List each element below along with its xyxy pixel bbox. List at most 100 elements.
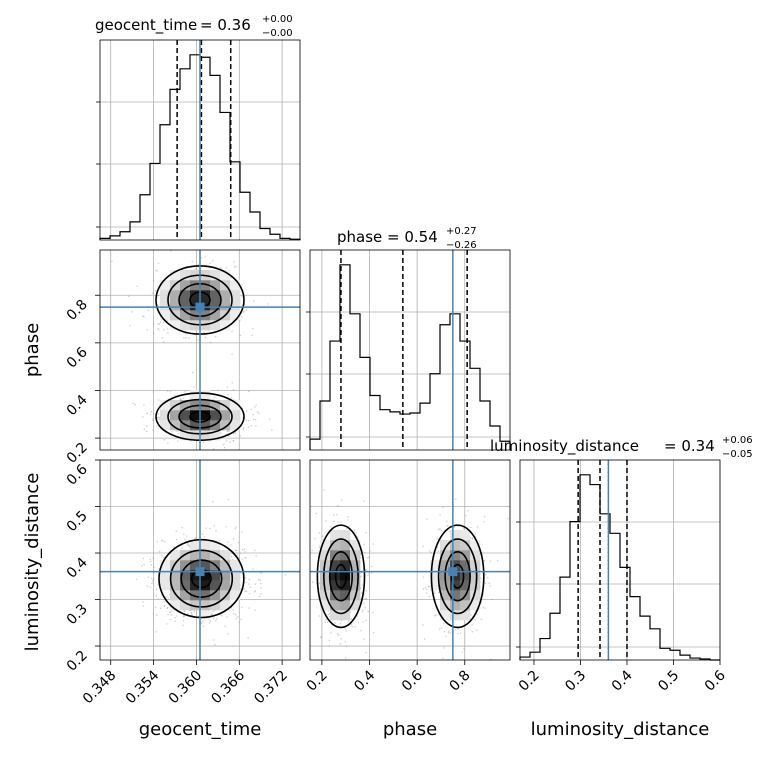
scatter-point (445, 635, 447, 638)
scatter-point (227, 498, 230, 501)
density-cell (160, 280, 171, 291)
scatter-point (200, 622, 203, 625)
scatter-point (438, 592, 440, 594)
scatter-point (166, 623, 168, 625)
density-cell (440, 560, 451, 571)
y-tick-label: 0.3 (64, 601, 91, 628)
scatter-point (484, 582, 487, 585)
scatter-point (338, 634, 340, 636)
histogram-luminosity-distance (519, 474, 720, 661)
scatter-point (187, 542, 189, 545)
scatter-point (365, 590, 368, 592)
title-luminosity-distance-eq: = 0.34 (664, 437, 715, 455)
scatter-point (160, 594, 163, 596)
scatter-point (465, 514, 467, 517)
density-cell (350, 600, 361, 611)
scatter-point (157, 295, 159, 297)
density-cell (340, 540, 351, 551)
scatter-point (440, 529, 442, 532)
scatter-point (255, 404, 257, 406)
scatter-point (163, 604, 166, 607)
pair-panel-luminosity-distance-vs-phase (310, 460, 510, 660)
x-tick-label: 0.3 (562, 668, 589, 695)
density-cell (200, 420, 211, 431)
scatter-point (213, 396, 216, 399)
scatter-point (327, 610, 329, 612)
scatter-point (232, 609, 234, 611)
scatter-point (158, 417, 160, 419)
scatter-point (230, 544, 232, 546)
density-cell (200, 300, 211, 311)
scatter-point (252, 418, 255, 421)
scatter-point (247, 637, 249, 639)
title-phase-eq: = 0.54 (387, 228, 438, 246)
title-phase-label: phase (337, 228, 382, 246)
scatter-point (284, 574, 286, 576)
scatter-point (193, 386, 195, 388)
scatter-point (161, 337, 163, 339)
scatter-point (152, 613, 155, 615)
density-cell (460, 580, 471, 591)
scatter-point (336, 514, 338, 516)
density-cell (320, 600, 331, 611)
scatter-point (136, 285, 138, 287)
scatter-point (254, 549, 256, 551)
scatter-point (226, 616, 228, 618)
scatter-point (158, 323, 160, 325)
scatter-point (205, 527, 208, 529)
scatter-point (157, 262, 160, 265)
density-cell (160, 560, 171, 571)
density-cell (430, 560, 441, 571)
scatter-point (183, 615, 185, 618)
density-cell (220, 410, 231, 421)
panel-frame (309, 459, 511, 661)
density-cell (210, 270, 221, 281)
scatter-point (234, 527, 237, 530)
y-tick-label: 0.8 (64, 297, 91, 324)
density-cell (190, 290, 201, 301)
density-cell (180, 600, 191, 611)
scatter-point (245, 309, 247, 311)
panel-frame (99, 249, 301, 451)
scatter-point (248, 578, 250, 581)
scatter-point (169, 391, 172, 393)
scatter-point (212, 259, 214, 262)
scatter-point (236, 549, 238, 552)
scatter-point (158, 421, 160, 423)
contour-line (169, 549, 234, 608)
density-cell (450, 550, 461, 561)
scatter-point (351, 625, 353, 628)
scatter-point (457, 628, 460, 630)
scatter-point (447, 632, 450, 634)
scatter-point (155, 269, 157, 272)
scatter-point (443, 647, 445, 649)
density-cell (330, 590, 341, 601)
title-geocent-time: geocent_time = 0.36 +0.00 −0.00 (95, 14, 293, 39)
scatter-point (328, 639, 331, 642)
scatter-point (175, 615, 178, 617)
density-cell (330, 580, 341, 591)
scatter-point (363, 638, 365, 640)
scatter-point (235, 614, 237, 616)
truth-marker (195, 567, 205, 577)
scatter-point (235, 265, 237, 268)
density-cell (230, 590, 241, 601)
density-cell (440, 610, 451, 621)
scatter-point (240, 618, 242, 621)
scatter-point (167, 328, 169, 330)
scatter-point (253, 300, 255, 302)
scatter-point (259, 579, 261, 582)
scatter-point (443, 631, 446, 633)
scatter-point (165, 596, 167, 598)
density-cell (190, 560, 201, 571)
scatter-point (345, 630, 347, 632)
panel-frame (99, 39, 301, 241)
scatter-point (177, 430, 179, 432)
scatter-point (186, 544, 189, 546)
density-cell (450, 610, 461, 621)
density-cell (220, 590, 231, 601)
scatter-point (330, 526, 332, 528)
scatter-point (250, 408, 253, 411)
density-cell (180, 410, 191, 421)
scatter-point (496, 559, 499, 562)
